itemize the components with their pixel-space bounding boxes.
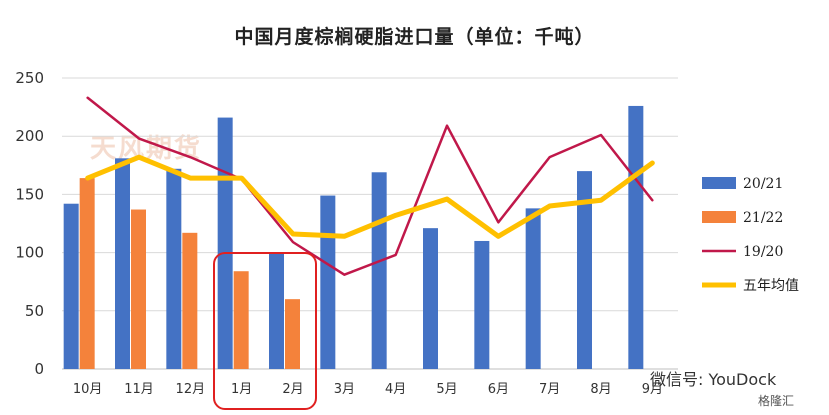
bar	[63, 203, 79, 369]
bar	[371, 172, 387, 369]
bar	[628, 105, 644, 369]
x-tick-label: 5月	[436, 382, 457, 397]
y-tick-label: 100	[15, 244, 44, 262]
x-tick-label: 3月	[334, 382, 355, 397]
gridlines	[62, 77, 678, 370]
x-tick-label: 6月	[488, 382, 509, 397]
y-tick-label: 250	[15, 69, 44, 87]
x-tick-label: 4月	[385, 382, 406, 397]
bar	[115, 158, 130, 369]
y-axis-ticks: 0 50 100 150 200 250	[15, 69, 44, 378]
bar	[423, 228, 438, 369]
x-tick-label: 11月	[124, 382, 154, 397]
chart-title: 中国月度棕榈硬脂进口量（单位：千吨）	[234, 26, 595, 48]
legend-label: 20/21	[743, 176, 783, 192]
bar	[320, 195, 336, 369]
series-lines	[85, 96, 655, 276]
highlight-box	[213, 252, 317, 410]
x-tick-label: 8月	[590, 382, 611, 397]
legend-swatch	[702, 177, 736, 189]
x-tick-label: 1月	[231, 382, 252, 397]
x-tick-label: 12月	[176, 382, 206, 397]
y-tick-label: 150	[15, 185, 44, 203]
legend-swatch	[702, 211, 736, 223]
series-line	[86, 96, 654, 276]
x-tick-label: 2月	[282, 382, 303, 397]
bar	[525, 208, 541, 369]
series-line	[85, 154, 655, 239]
bar	[131, 209, 146, 369]
bar	[269, 252, 284, 369]
bar	[182, 232, 198, 369]
bar	[577, 171, 592, 369]
brand-watermark: 格隆汇	[758, 394, 795, 408]
legend-label: 五年均值	[743, 278, 799, 294]
legend-label: 19/20	[743, 244, 783, 260]
bar	[233, 271, 249, 369]
bar	[474, 240, 490, 369]
bar	[285, 299, 300, 369]
legend-label: 21/22	[743, 210, 783, 226]
x-tick-label: 10月	[73, 382, 103, 397]
y-tick-label: 50	[25, 302, 44, 320]
legend: 20/21 21/22 19/20 五年均值	[702, 176, 799, 294]
y-tick-label: 200	[15, 127, 44, 145]
bar	[166, 168, 182, 369]
bars	[63, 105, 644, 370]
y-tick-label: 0	[34, 360, 44, 378]
wechat-watermark: 微信号: YouDock	[650, 370, 777, 389]
x-tick-label: 7月	[539, 382, 560, 397]
bar	[79, 178, 95, 369]
x-axis-ticks: 10月 11月 12月 1月 2月 3月 4月 5月 6月 7月 8月 9月	[73, 382, 663, 397]
x-tick-label: 9月	[642, 382, 663, 397]
